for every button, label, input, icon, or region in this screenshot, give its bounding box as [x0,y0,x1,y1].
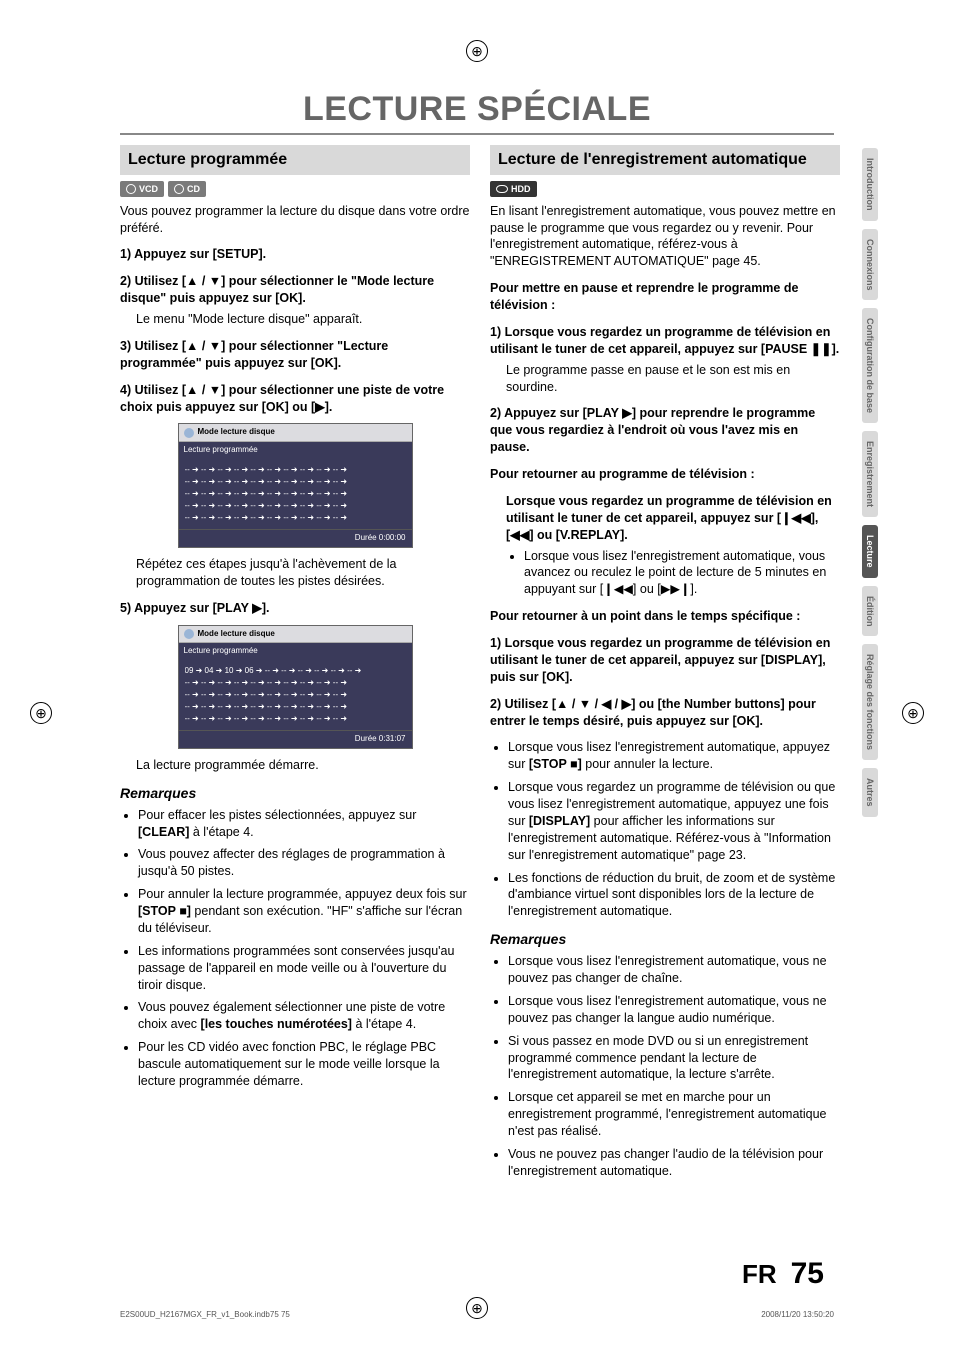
osd2-body: 09 ➜ 04 ➜ 10 ➜ 06 ➜ -- ➜ -- ➜ -- ➜ -- ➜ … [179,660,412,730]
remarques-heading-right: Remarques [490,930,840,949]
badge-row-hdd: HDD [490,181,840,197]
remarques-heading-left: Remarques [120,784,470,803]
point-step1: 1) Lorsque vous regardez un programme de… [490,635,840,686]
tab-edition[interactable]: Édition [862,586,878,637]
osd1-title: Mode lecture disque [198,427,275,438]
return-bullet: Lorsque vous lisez l'enregistrement auto… [524,548,840,599]
tab-configuration[interactable]: Configuration de base [862,308,878,423]
foot-left: E2S00UD_H2167MGX_FR_v1_Book.indb75 75 [120,1310,290,1319]
step-2: 2) Utilisez [▲ / ▼] pour sélectionner le… [120,273,470,307]
crop-mark-right: ⊕ [902,702,924,724]
intro-text: Vous pouvez programmer la lecture du dis… [120,203,470,237]
note: Pour les CD vidéo avec fonction PBC, le … [138,1039,470,1090]
note: Vous pouvez également sélectionner une p… [138,999,470,1033]
tab-lecture[interactable]: Lecture [862,525,878,578]
bullet: Lorsque vous lisez l'enregistrement auto… [508,739,840,773]
osd2-footer: Durée 0:31:07 [179,730,412,748]
point-step2: 2) Utilisez [▲ / ▼ / ◀ / ▶] ou [the Numb… [490,696,840,730]
note: Les informations programmées sont conser… [138,943,470,994]
note: Lorsque vous lisez l'enregistrement auto… [508,953,840,987]
hdd-icon [496,185,508,193]
osd-disc-icon [184,629,194,639]
disc-icon [174,184,184,194]
pause-heading: Pour mettre en pause et reprendre le pro… [490,280,840,314]
step-4: 4) Utilisez [▲ / ▼] pour sélectionner un… [120,382,470,416]
point-heading: Pour retourner à un point dans le temps … [490,608,840,625]
tab-enregistrement[interactable]: Enregistrement [862,431,878,517]
page-number: FR 75 [742,1257,824,1291]
badge-vcd: VCD [120,181,164,197]
crop-mark-left: ⊕ [30,702,52,724]
osd1-body: -- ➜ -- ➜ -- ➜ -- ➜ -- ➜ -- ➜ -- ➜ -- ➜ … [179,459,412,529]
osd2-subtitle: Lecture programmée [179,643,412,660]
note: Vous ne pouvez pas changer l'audio de la… [508,1146,840,1180]
right-intro: En lisant l'enregistrement automatique, … [490,203,840,271]
badge-row: VCD CD [120,181,470,197]
right-column: Lecture de l'enregistrement automatique … [490,145,840,1186]
page-num: 75 [791,1257,824,1291]
note: Vous pouvez affecter des réglages de pro… [138,846,470,880]
point-bullets: Lorsque vous lisez l'enregistrement auto… [490,739,840,920]
osd1-footer: Durée 0:00:00 [179,529,412,547]
pause-step1-sub: Le programme passe en pause et le son es… [506,362,840,396]
side-tabs: Introduction Connexions Configuration de… [862,148,894,825]
return-body: Lorsque vous regardez un programme de té… [506,493,840,544]
tab-autres[interactable]: Autres [862,768,878,817]
step-1: 1) Appuyez sur [SETUP]. [120,246,470,263]
badge-hdd: HDD [490,181,537,197]
badge-cd: CD [168,181,206,197]
heading-lecture-auto: Lecture de l'enregistrement automatique [490,145,840,175]
crop-mark-top: ⊕ [466,40,488,62]
footer-line: E2S00UD_H2167MGX_FR_v1_Book.indb75 75 20… [120,1310,834,1319]
disc-icon [126,184,136,194]
remarques-list-right: Lorsque vous lisez l'enregistrement auto… [490,953,840,1180]
step-5: 5) Appuyez sur [PLAY ▶]. [120,600,470,617]
tab-reglage[interactable]: Réglage des fonctions [862,644,878,760]
remarques-list-left: Pour effacer les pistes sélectionnées, a… [120,807,470,1090]
osd-panel-2: Mode lecture disque Lecture programmée 0… [178,625,413,749]
osd2-title: Mode lecture disque [198,629,275,640]
return-heading: Pour retourner au programme de télévisio… [490,466,840,483]
title-rule [120,133,834,135]
osd1-subtitle: Lecture programmée [179,442,412,459]
left-column: Lecture programmée VCD CD Vous pouvez pr… [120,145,470,1186]
step-2-sub: Le menu "Mode lecture disque" apparaît. [136,311,470,328]
osd-panel-1: Mode lecture disque Lecture programmée -… [178,423,413,547]
note: Lorsque vous lisez l'enregistrement auto… [508,993,840,1027]
osd-disc-icon [184,428,194,438]
note: Pour annuler la lecture programmée, appu… [138,886,470,937]
tab-connexions[interactable]: Connexions [862,229,878,301]
note: Si vous passez en mode DVD ou si un enre… [508,1033,840,1084]
after-osd1: Répétez ces étapes jusqu'à l'achèvement … [136,556,470,590]
note: Pour effacer les pistes sélectionnées, a… [138,807,470,841]
page-title: LECTURE SPÉCIALE [0,90,954,129]
note: Lorsque cet appareil se met en marche po… [508,1089,840,1140]
heading-lecture-programmee: Lecture programmée [120,145,470,175]
pause-step1: 1) Lorsque vous regardez un programme de… [490,324,840,358]
after-osd2: La lecture programmée démarre. [136,757,470,774]
pause-step2: 2) Appuyez sur [PLAY ▶] pour reprendre l… [490,405,840,456]
foot-right: 2008/11/20 13:50:20 [761,1310,834,1319]
step-3: 3) Utilisez [▲ / ▼] pour sélectionner "L… [120,338,470,372]
bullet: Les fonctions de réduction du bruit, de … [508,870,840,921]
bullet: Lorsque vous regardez un programme de té… [508,779,840,863]
lang-label: FR [742,1259,777,1290]
tab-introduction[interactable]: Introduction [862,148,878,221]
